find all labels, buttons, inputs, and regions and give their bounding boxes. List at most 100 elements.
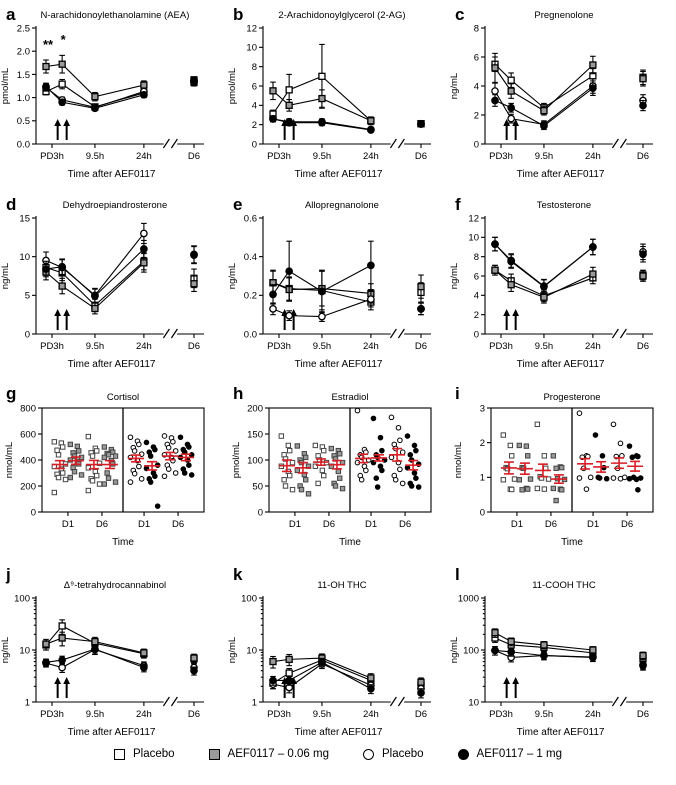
y-tick-label: 3 <box>480 403 485 414</box>
series-line <box>45 86 145 109</box>
panel-letter-l: l <box>455 565 460 584</box>
y-axis-label: pmol/mL <box>0 68 11 104</box>
y-tick-label: 0.0 <box>244 329 257 340</box>
series-line <box>272 282 371 294</box>
y-tick-label: 6 <box>474 52 479 63</box>
y-tick-label: 1.0 <box>17 93 30 104</box>
x-tick-label: 9.5h <box>86 709 105 720</box>
x-tick-label: D1 <box>289 519 301 530</box>
legend-item-aef1: AEF0117 – 1 mg <box>457 748 562 760</box>
x-tick-label: D6 <box>188 151 200 162</box>
filled-circle-icon <box>457 748 469 760</box>
x-tick-label: 24h <box>136 709 152 720</box>
x-tick-label: D1 <box>138 519 150 530</box>
x-tick-label: 9.5h <box>535 709 554 720</box>
y-axis-label: nmol/mL <box>453 442 464 478</box>
x-axis-label: Time after AEF0117 <box>517 359 605 370</box>
series-line <box>272 657 372 679</box>
y-tick-label: 2 <box>474 110 479 121</box>
x-tick-label: 24h <box>363 341 379 352</box>
y-axis-label: nmol/mL <box>4 442 15 478</box>
y-tick-label: 8 <box>474 252 479 263</box>
y-tick-label: 15 <box>19 213 30 224</box>
y-tick-label: 0.2 <box>244 291 257 302</box>
y-axis-label: pmol/mL <box>231 442 242 478</box>
series-line <box>494 632 593 651</box>
x-tick-label: 24h <box>585 341 601 352</box>
x-tick-label: D1 <box>511 519 523 530</box>
panel-letter-b: b <box>233 5 244 24</box>
x-tick-label: D6 <box>637 341 649 352</box>
y-axis-label: pmol/mL <box>227 68 238 104</box>
series-line <box>494 85 594 126</box>
y-tick-label: 1 <box>25 697 30 708</box>
series-line <box>45 648 145 669</box>
figure-legend: Placebo AEF0117 – 0.06 mg Placebo AEF011… <box>0 748 676 760</box>
x-axis-label: Time after AEF0117 <box>295 169 383 180</box>
y-tick-label: 50 <box>252 481 263 492</box>
y-tick-label: 800 <box>20 403 36 414</box>
y-tick-label: 12 <box>468 213 479 224</box>
y-axis-label: ng/mL <box>0 263 11 289</box>
plot-canvas: N-arachidonoylethanolamine (AEA) 0.0 0.5 1.… <box>0 10 654 738</box>
y-tick-label: 1000 <box>458 593 479 604</box>
panel-d: Dehydroepiandrosterone 0 5 10 15 PD3h 9.5h 24h D… <box>0 200 204 370</box>
series-line <box>272 264 372 295</box>
x-tick-label: PD3h <box>267 341 291 352</box>
legend-label-1: AEF0117 – 0.06 mg <box>227 748 329 760</box>
panel-e: Allopregnanolone 0.0 0.2 0.4 0.6 PD3h 9.5h 24h D… <box>227 200 431 370</box>
panel-title: Estradiol <box>332 392 369 403</box>
x-tick-label: 24h <box>363 151 379 162</box>
significance-marker: ** <box>43 37 54 52</box>
y-tick-label: 200 <box>247 403 263 414</box>
x-axis-label: Time after AEF0117 <box>517 169 605 180</box>
series-line <box>45 637 145 654</box>
x-tick-label: D6 <box>637 709 649 720</box>
x-tick-label: 9.5h <box>313 151 332 162</box>
panel-j: Δ⁹-tetrahydrocannabinol 1 10 100 PD3h 9.5h 24h… <box>0 580 204 738</box>
x-tick-label: PD3h <box>40 709 64 720</box>
significance-marker: * <box>61 32 67 47</box>
y-tick-label: 4 <box>474 81 479 92</box>
panel-l: 11-COOH THC 10 100 1000 PD3h 9.5h 24h D6 ng/mL Ti… <box>449 580 653 738</box>
x-tick-label: 9.5h <box>86 341 105 352</box>
y-tick-label: 0 <box>474 139 479 150</box>
x-tick-label: D6 <box>415 709 427 720</box>
panel-f: Testosterone 0 2 4 6 8 10 12 PD3h 9.5h 24h D6 ng/mL T… <box>449 200 653 370</box>
x-tick-label: 24h <box>585 151 601 162</box>
x-axis-label: Time after AEF0117 <box>68 169 156 180</box>
x-tick-label: PD3h <box>267 151 291 162</box>
panel-title: Pregnenolone <box>534 10 593 21</box>
series-line <box>494 649 593 658</box>
y-tick-label: 150 <box>247 429 263 440</box>
x-tick-label: D1 <box>62 519 74 530</box>
y-tick-label: 6 <box>474 271 479 282</box>
y-tick-label: 2.5 <box>17 23 30 34</box>
series-line <box>494 243 594 288</box>
y-tick-label: 4 <box>474 291 479 302</box>
x-axis-label: Time <box>339 537 361 548</box>
y-tick-label: 6 <box>252 81 257 92</box>
y-tick-label: 10 <box>468 233 479 244</box>
series-line <box>272 298 372 318</box>
panel-letter-f: f <box>455 195 461 214</box>
y-tick-label: 10 <box>19 645 30 656</box>
x-tick-label: D6 <box>545 519 557 530</box>
x-tick-label: D6 <box>96 519 108 530</box>
panel-title: 2-Arachidonoylglycerol (2-AG) <box>278 10 405 21</box>
x-axis-label: Time after AEF0117 <box>295 727 383 738</box>
series-line <box>45 248 145 297</box>
series-line <box>45 63 145 98</box>
y-tick-label: 200 <box>20 481 36 492</box>
x-tick-label: D1 <box>365 519 377 530</box>
x-tick-label: 9.5h <box>313 709 332 720</box>
x-tick-label: 24h <box>363 709 379 720</box>
legend-item-placebo-high: Placebo <box>362 748 424 760</box>
y-axis-label: ng/mL <box>227 637 238 663</box>
series-line <box>494 63 594 109</box>
y-tick-label: 0 <box>25 329 30 340</box>
y-tick-label: 1 <box>252 697 257 708</box>
open-square-icon <box>113 748 125 760</box>
x-axis-label: Time after AEF0117 <box>295 359 383 370</box>
series-line <box>272 663 372 689</box>
